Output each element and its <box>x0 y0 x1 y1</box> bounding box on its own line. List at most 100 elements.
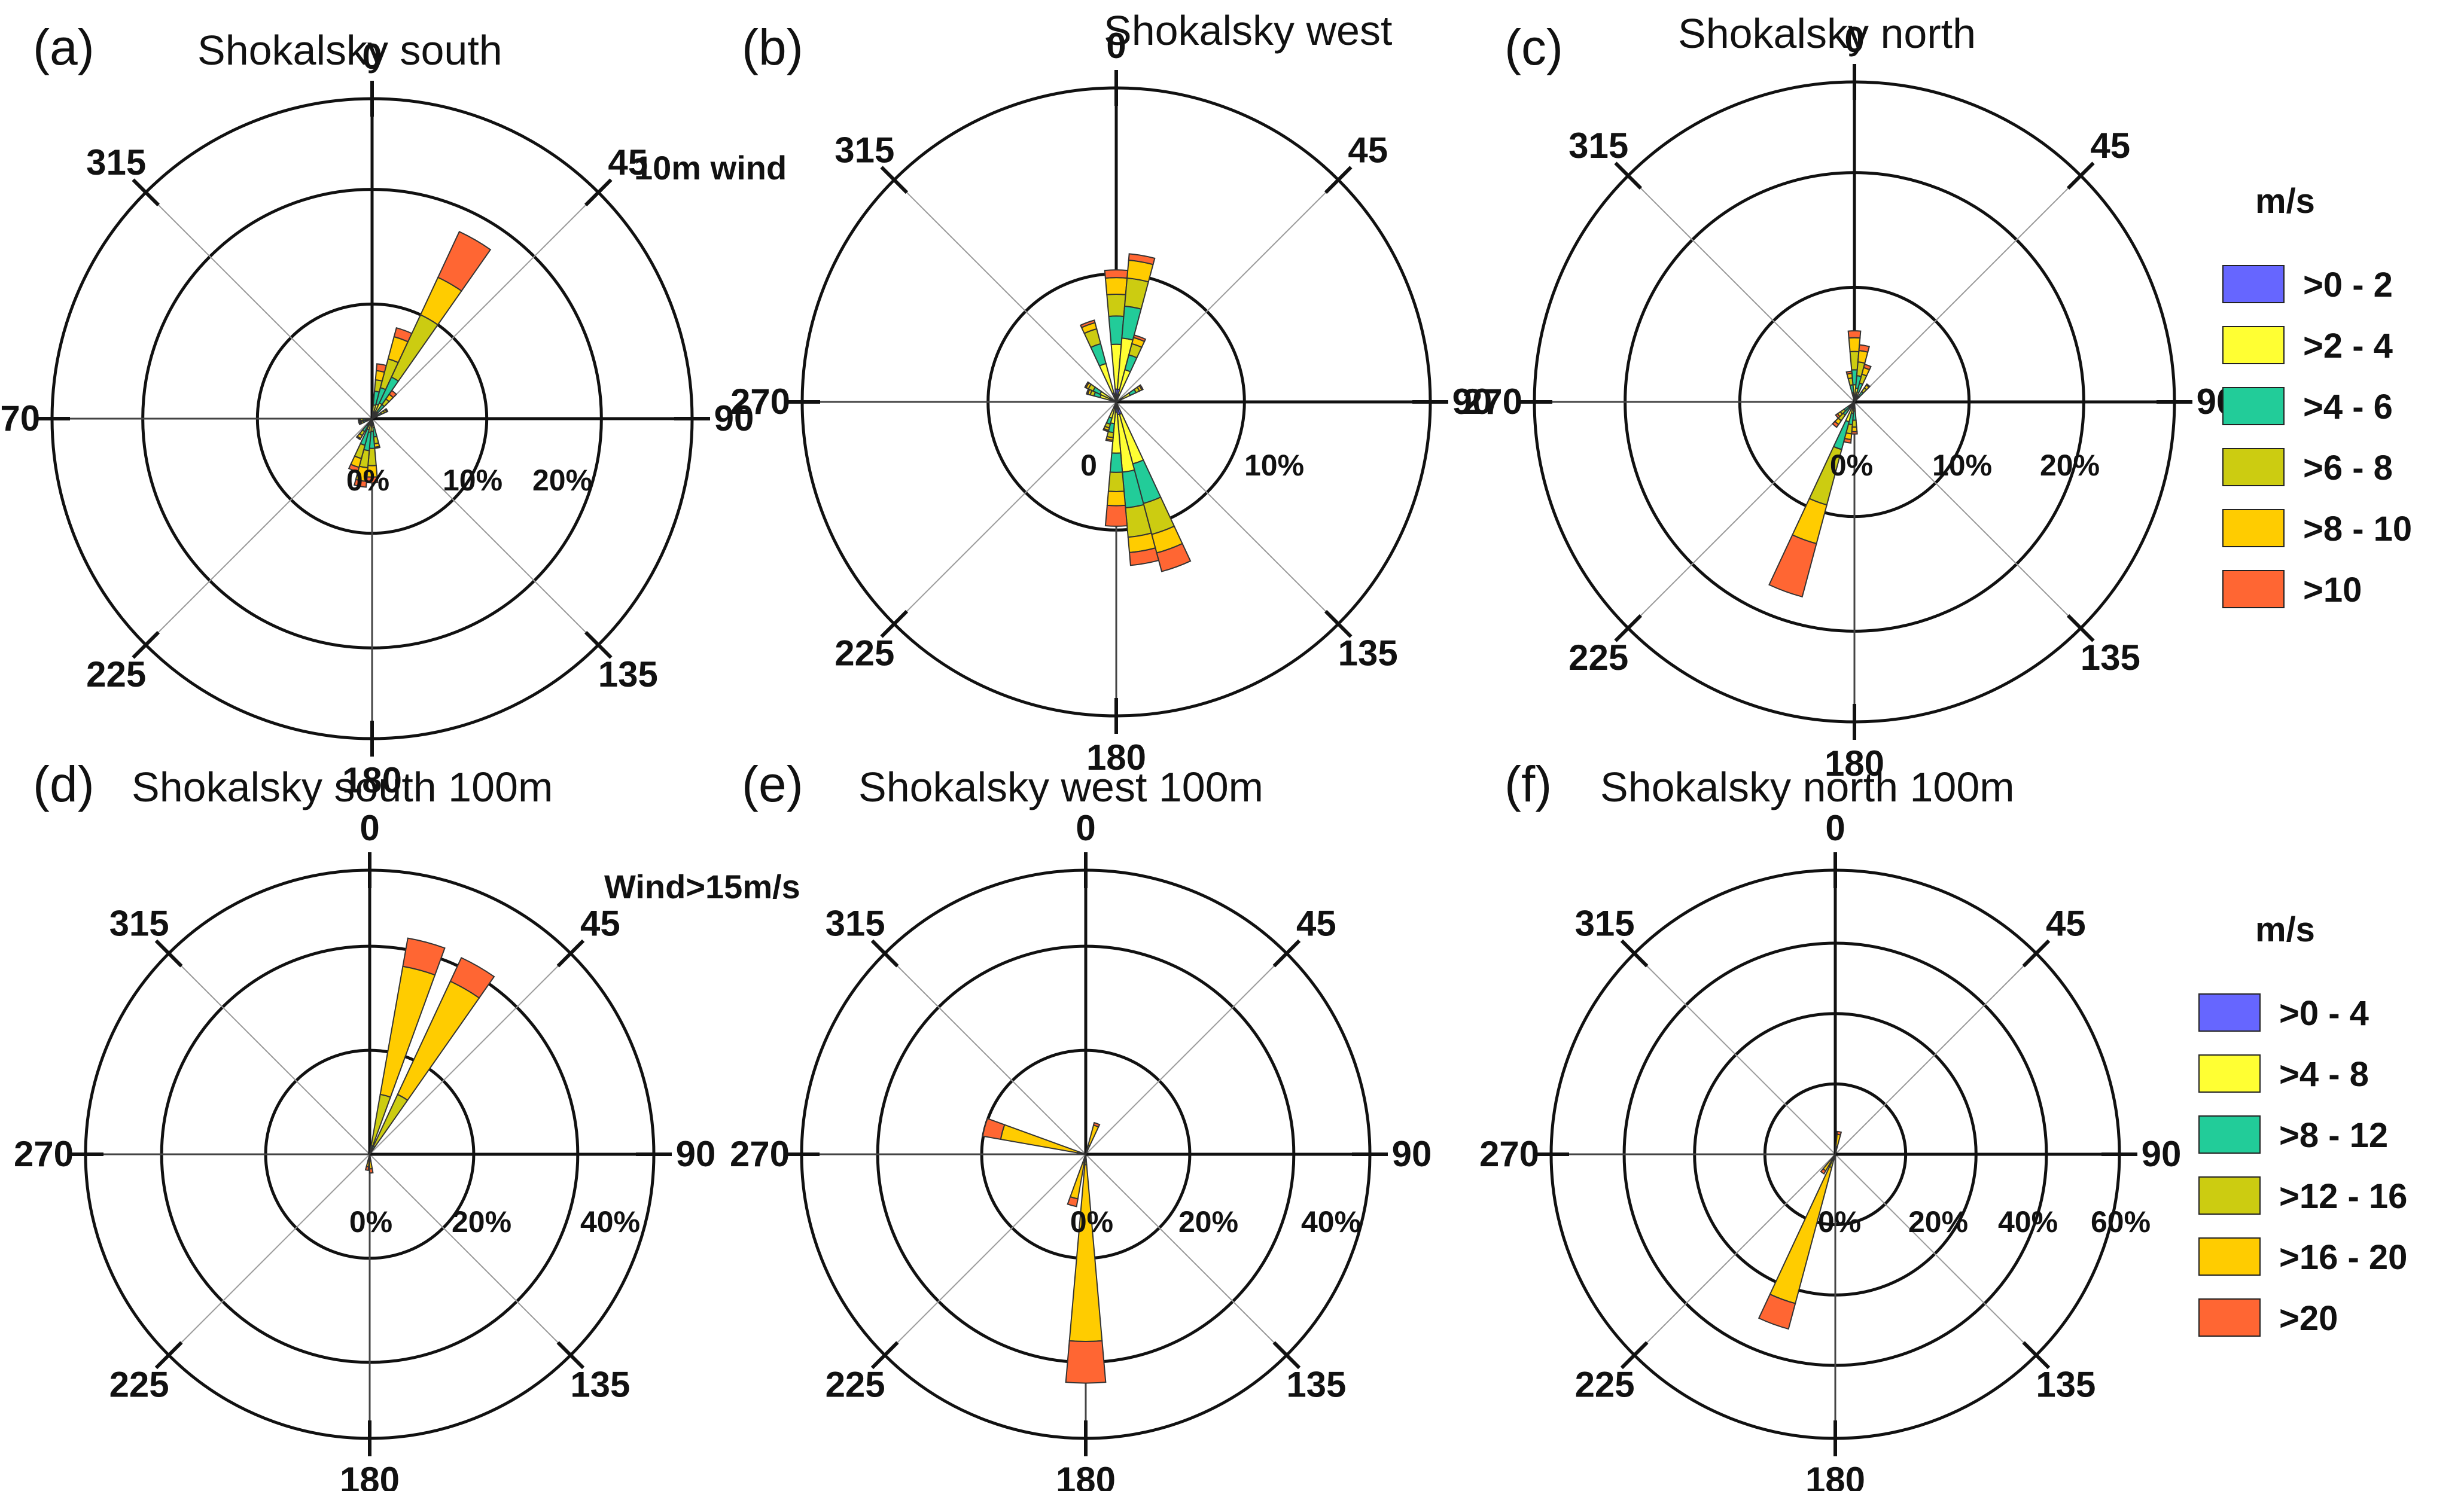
ring-label: 40% <box>1998 1205 2058 1239</box>
wind-rose-panel-b: 0 45 90 135 180 225 270 315 0 10% (b) Shokalsky wes… <box>730 7 1492 777</box>
spoke-line <box>1116 179 1339 403</box>
spoke-line <box>1085 1154 1287 1356</box>
legend-label: >2 - 4 <box>2303 327 2393 365</box>
direction-label: 0 <box>1844 20 1864 60</box>
legend-swatch <box>2222 265 2285 303</box>
wind-rose-panel-e: 0 45 90 135 180 225 270 315 0% 20% 40% (e) Shokalsky… <box>730 756 1432 1491</box>
legend-swatch <box>2198 1237 2261 1276</box>
spoke-line <box>369 1154 571 1356</box>
direction-label: 0 <box>1106 26 1126 66</box>
spoke-line <box>168 1154 370 1356</box>
direction-label: 270 <box>730 1134 790 1174</box>
spoke-line <box>1854 401 2082 629</box>
direction-label: 315 <box>834 130 894 170</box>
tick-mark <box>1272 1341 1301 1370</box>
direction-label: 225 <box>826 1364 885 1404</box>
note-10m-wind: 10m wind <box>634 149 787 187</box>
ring-label: 20% <box>1908 1205 1968 1239</box>
petal-segment <box>357 418 361 422</box>
direction-label: 90 <box>2142 1134 2182 1174</box>
legend-title: m/s <box>2255 910 2315 949</box>
tick-mark <box>132 630 160 659</box>
legend-swatch <box>2198 1298 2261 1337</box>
wind-rose-panel-d: 0 45 90 135 180 225 270 315 0% 20% 40% (d) Shokalsky… <box>14 756 715 1491</box>
direction-label: 270 <box>1479 1134 1539 1174</box>
tick-mark <box>1614 614 1643 642</box>
direction-label: 90 <box>714 398 754 438</box>
ring-label: 10% <box>1244 449 1304 482</box>
direction-label: 135 <box>2081 638 2140 678</box>
direction-label: 90 <box>1392 1134 1432 1174</box>
ring-label: 0% <box>349 1205 392 1239</box>
spoke-line <box>1634 953 1836 1155</box>
petal-segment <box>1858 344 1871 353</box>
petal-segment <box>355 435 362 441</box>
legend-swatch <box>2222 448 2285 486</box>
legend-label: >8 - 10 <box>2303 510 2412 548</box>
spoke-line <box>1085 953 1287 1155</box>
spoke-line <box>1835 953 2037 1155</box>
petal-segment <box>1104 269 1129 279</box>
ring-label: 20% <box>532 464 592 497</box>
petal-segment <box>1865 383 1871 389</box>
legend-swatch <box>2198 1054 2261 1093</box>
direction-label: 135 <box>1338 633 1398 673</box>
tick-mark <box>1620 939 1649 968</box>
legend-label: >0 - 4 <box>2279 994 2369 1033</box>
petal-segment <box>1090 343 1107 367</box>
direction-label: 0 <box>362 36 382 77</box>
petal-segment <box>1853 403 1856 412</box>
legend-10m: m/s >0 - 2 >2 - 4 >4 - 6 >6 - 8 >8 - 10 … <box>2222 182 2412 609</box>
direction-label: 45 <box>580 904 620 944</box>
petal-segment <box>1121 305 1142 341</box>
direction-label: 270 <box>0 398 40 438</box>
panel-label: (d) <box>33 756 95 812</box>
petal-segment <box>1820 1167 1827 1175</box>
petal-segment <box>1849 384 1854 394</box>
petal-segment <box>1863 363 1872 371</box>
ring-label: 0% <box>1070 1205 1113 1239</box>
ring-label: 40% <box>580 1205 640 1239</box>
spoke-line <box>884 1154 1086 1356</box>
ring-label: 10% <box>1932 449 1992 482</box>
petal-segment <box>1851 431 1858 435</box>
petal-segment <box>1768 534 1817 598</box>
legend-swatch <box>2198 1176 2261 1215</box>
petal-segment <box>1065 1340 1107 1384</box>
petal-segment <box>1102 428 1110 432</box>
petal-segment <box>1086 388 1091 395</box>
spoke-line <box>168 953 370 1155</box>
petal-segment <box>1835 1133 1841 1148</box>
direction-label: 180 <box>340 1460 400 1491</box>
legend-swatch <box>2222 570 2285 608</box>
ring-label: 0 <box>1080 449 1097 482</box>
direction-label: 315 <box>109 904 169 944</box>
petal-segment <box>1123 277 1150 310</box>
direction-label: 315 <box>1575 904 1635 944</box>
ring-label: 20% <box>1178 1205 1238 1239</box>
direction-label: 180 <box>1056 1460 1116 1491</box>
petal-segment <box>1098 362 1115 395</box>
wind-rose-panel-f: 0 45 90 135 180 225 270 315 0% 20% 40% 60% (f) Shokal… <box>1479 756 2181 1491</box>
panel-label: (a) <box>33 19 95 75</box>
tick-mark <box>2022 1341 2051 1370</box>
tick-mark <box>154 1341 183 1370</box>
spoke-line <box>1627 401 1855 629</box>
petal-segment <box>348 464 360 473</box>
ring-label: 0% <box>1830 449 1873 482</box>
tick-mark <box>880 609 909 638</box>
direction-label: 270 <box>14 1134 74 1174</box>
tick-mark <box>2066 614 2095 642</box>
petal-segment <box>369 1167 374 1174</box>
petal-segment <box>1842 437 1852 444</box>
direction-label: 0 <box>1076 808 1095 848</box>
petal-segment <box>1156 542 1192 572</box>
tick-mark <box>584 178 613 207</box>
petal-segment <box>1000 1124 1079 1154</box>
tick-mark <box>880 166 909 194</box>
legend-label: >10 <box>2303 571 2362 609</box>
spoke-line <box>884 953 1086 1155</box>
panel-title: Shokalsky south 100m <box>132 764 553 810</box>
